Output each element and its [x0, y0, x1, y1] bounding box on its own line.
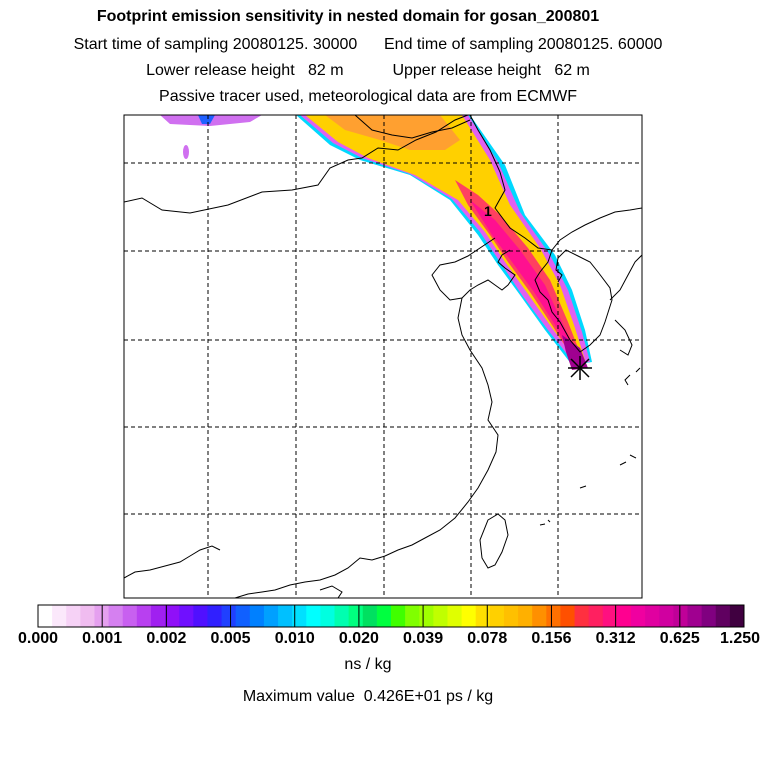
colorbar-swatch	[362, 605, 378, 627]
colorbar-swatch	[405, 605, 420, 627]
colorbar-swatch	[631, 605, 646, 627]
colorbar-swatch	[532, 605, 547, 627]
colorbar-swatch	[729, 605, 745, 627]
colorbar-swatch	[433, 605, 448, 627]
colorbar-swatch	[235, 605, 251, 627]
plume-orange-core	[325, 115, 460, 150]
tracer-info-line: Passive tracer used, meteorological data…	[159, 88, 577, 105]
colorbar-frame	[37, 604, 745, 628]
colorbar-swatch	[715, 605, 731, 627]
colorbar-swatch	[616, 605, 632, 627]
ryukyu-islands	[539, 454, 637, 526]
colorbar-swatch	[645, 605, 660, 627]
release-site-marker-icon	[568, 356, 592, 380]
sampling-time-line: Start time of sampling 20080125. 30000 E…	[73, 36, 663, 53]
border-mongolia-china	[124, 115, 469, 214]
colorbar-swatch	[574, 605, 590, 627]
coastlines	[124, 115, 642, 598]
colorbar-swatch	[38, 605, 53, 627]
colorbar-swatch	[52, 605, 67, 627]
colorbar-swatch	[560, 605, 576, 627]
colorbar-swatch	[334, 605, 350, 627]
colorbar-swatch	[475, 605, 491, 627]
colorbar-swatch	[66, 605, 81, 627]
colorbar-swatch	[320, 605, 336, 627]
plume-purple-source	[562, 335, 588, 370]
colorbar-swatch	[278, 605, 293, 627]
colorbar-swatch	[376, 605, 392, 627]
colorbar-swatch	[687, 605, 703, 627]
colorbar-label: 0.312	[595, 630, 636, 647]
colorbar-label: 0.000	[17, 630, 59, 647]
colorbar-swatch	[292, 605, 307, 627]
colorbar-swatch	[150, 605, 166, 627]
colorbar-label: 0.010	[274, 630, 315, 647]
colorbar-swatch	[461, 605, 477, 627]
plume-pink-core	[470, 200, 578, 358]
colorbar-swatch	[207, 605, 223, 627]
colorbar-swatch	[602, 605, 618, 627]
colorbar-label: 0.078	[467, 630, 508, 647]
plume-layer	[160, 115, 592, 370]
colorbar-swatch	[179, 605, 194, 627]
colorbar-label: 0.156	[531, 630, 572, 647]
map-frame	[123, 114, 643, 599]
lat-lon-grid	[124, 115, 642, 598]
colorbar-units: ns / kg	[344, 656, 392, 673]
maximum-value: Maximum value 0.426E+01 ps / kg	[242, 688, 494, 705]
colorbar-swatch	[221, 605, 237, 627]
contour-label: 1	[484, 203, 492, 219]
colorbar-label: 0.005	[210, 630, 251, 647]
colorbar-swatch	[419, 605, 434, 627]
colorbar-swatch	[108, 605, 124, 627]
colorbar-swatch	[518, 605, 533, 627]
coast-vietnam	[124, 545, 221, 579]
map-title: Footprint emission sensitivity in nested…	[96, 8, 600, 25]
colorbar-swatch	[165, 605, 180, 627]
colorbar-label: 0.625	[659, 630, 700, 647]
colorbar-swatch	[306, 605, 321, 627]
island-hainan	[319, 585, 343, 598]
colorbar-swatch	[193, 605, 208, 627]
colorbar-swatch	[489, 605, 505, 627]
colorbar-swatch	[249, 605, 265, 627]
colorbar	[37, 605, 745, 627]
japan-coast	[609, 254, 642, 386]
plume-yellow	[305, 115, 585, 360]
colorbar-swatch	[673, 605, 689, 627]
island-taiwan	[479, 513, 509, 569]
border-china-korea	[469, 115, 642, 251]
plume-blob-nw-core	[198, 115, 215, 124]
colorbar-swatch	[546, 605, 561, 627]
plume-spot	[183, 145, 189, 159]
colorbar-swatch	[391, 605, 406, 627]
colorbar-swatch	[348, 605, 364, 627]
border-russia-north	[354, 115, 471, 139]
coast-east-china	[234, 297, 499, 598]
colorbar-swatch	[122, 605, 138, 627]
coast-bohai-sea	[431, 237, 516, 301]
colorbar-swatch	[659, 605, 674, 627]
coast-bohai-korea	[534, 249, 613, 353]
colorbar-swatch	[447, 605, 463, 627]
colorbar-swatch	[701, 605, 717, 627]
colorbar-swatch	[263, 605, 279, 627]
colorbar-label: 0.039	[403, 630, 444, 647]
colorbar-label: 0.002	[146, 630, 187, 647]
colorbar-label: 1.250	[719, 630, 761, 647]
colorbar-swatch	[136, 605, 152, 627]
colorbar-label: 0.001	[82, 630, 123, 647]
colorbar-swatch	[503, 605, 519, 627]
colorbar-label: 0.020	[338, 630, 379, 647]
colorbar-swatch	[80, 605, 95, 627]
release-height-line: Lower release height 82 m Upper release …	[146, 62, 590, 79]
colorbar-swatch	[588, 605, 604, 627]
